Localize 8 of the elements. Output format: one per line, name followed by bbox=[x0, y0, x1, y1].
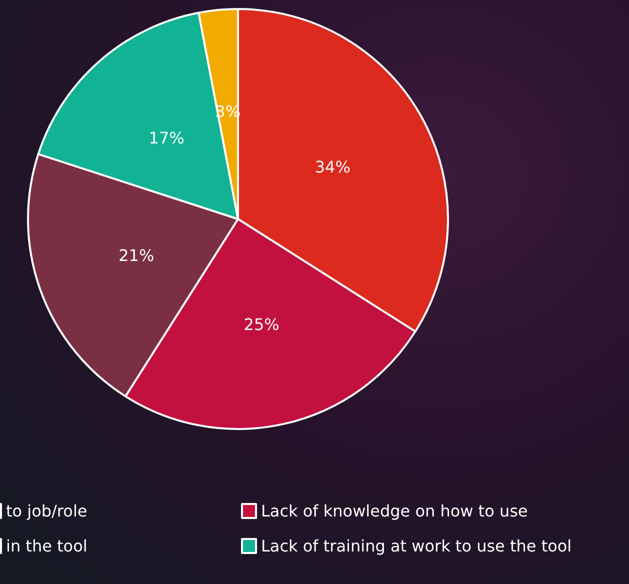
data-label: 25% bbox=[244, 314, 280, 334]
legend-label: Lack of knowledge on how to use bbox=[261, 502, 528, 520]
data-label: 21% bbox=[118, 246, 154, 266]
data-label: 34% bbox=[314, 157, 350, 176]
legend-label: to job/role bbox=[6, 502, 88, 520]
data-label: 17% bbox=[148, 128, 184, 148]
legend-label: in the tool bbox=[6, 536, 88, 556]
legend-label: Lack of training at work to use the tool bbox=[261, 536, 572, 556]
